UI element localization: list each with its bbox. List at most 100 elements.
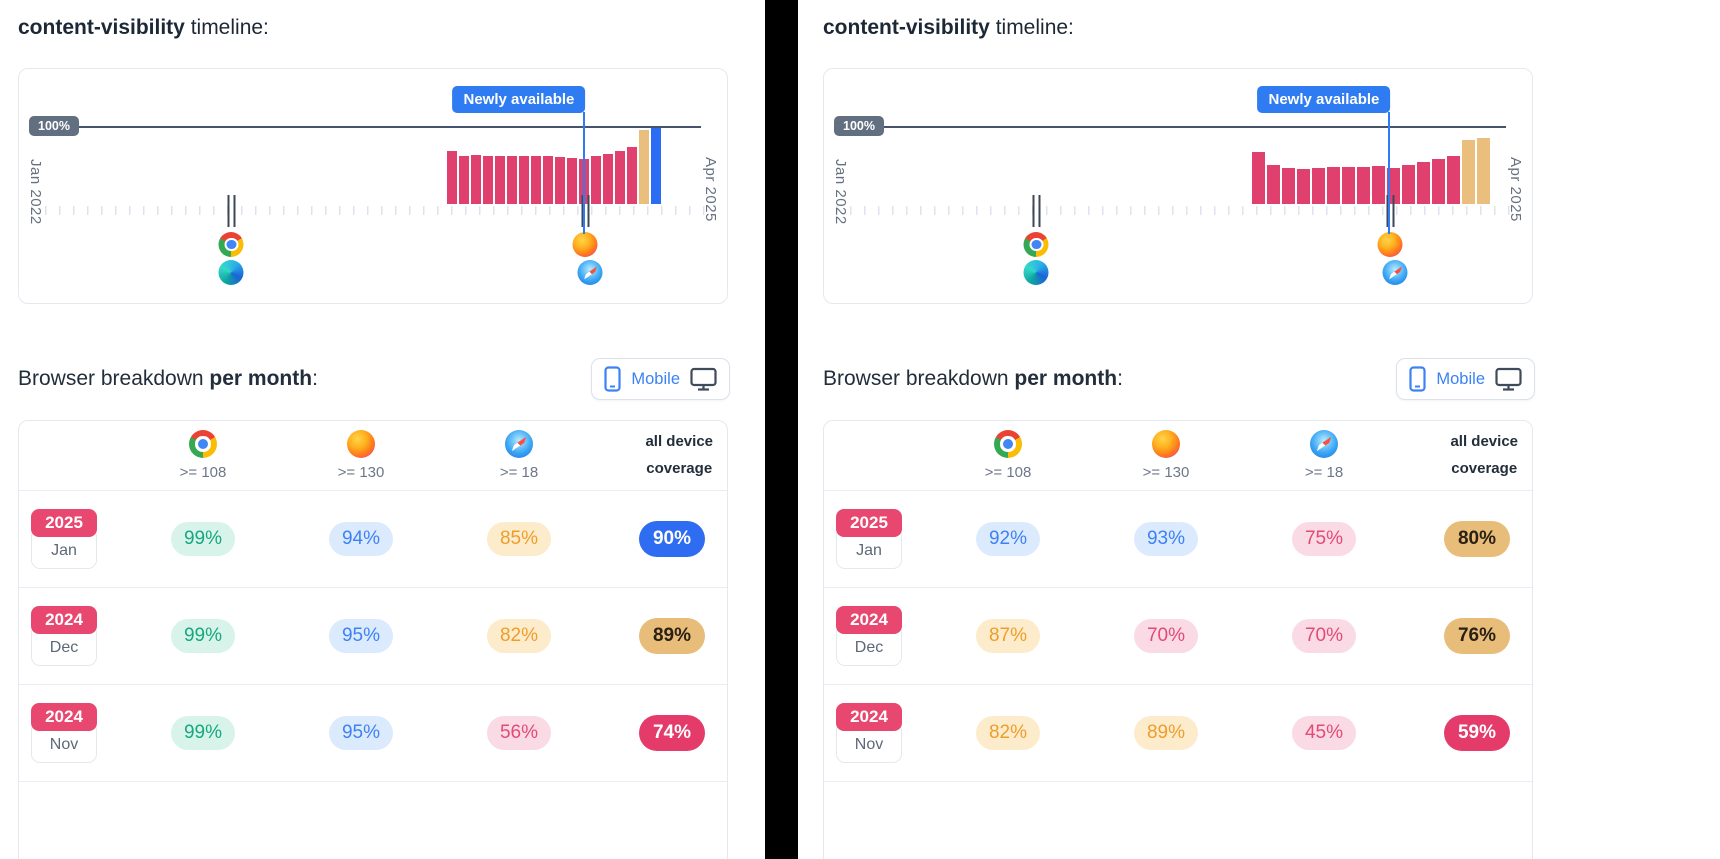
timeline-card: Newly available 100% Jan 2022 Apr 2025 [823, 68, 1533, 304]
month-label: 2024 Nov [19, 703, 124, 763]
safari-column-header: >= 18 [440, 430, 598, 481]
breakdown-title: Browser breakdown per month: [823, 367, 1123, 390]
table-header-row: >= 108 >= 130 >= 18 all device coverage [824, 421, 1532, 491]
month-label: 2025 Jan [19, 509, 124, 569]
axis-end-label: Apr 2025 [1507, 157, 1524, 222]
table-row: 2024 Dec 99% 95% 82% 89% [19, 588, 727, 685]
table-row: 2025 Jan 99% 94% 85% 90% [19, 491, 727, 588]
chrome-support-percent: 99% [170, 619, 236, 653]
firefox-safari-release-marker [572, 195, 603, 285]
year-badge: 2025 [836, 509, 902, 537]
safari-icon [1310, 430, 1338, 458]
mobile-icon[interactable] [1409, 366, 1426, 392]
safari-support-percent: 82% [486, 619, 552, 653]
edge-icon [218, 260, 244, 285]
timeline-bar-pink [591, 156, 602, 204]
timeline-bar-pink [543, 156, 554, 204]
timeline-bar-pink [555, 157, 566, 204]
timeline-bar-pink [1252, 151, 1266, 204]
feature-status-panel: content-visibility timeline: Newly avail… [798, 0, 1720, 859]
timeline-axis-ticks [31, 206, 715, 215]
release-tick-lines [227, 195, 236, 227]
coverage-column-header: all device coverage [1450, 433, 1518, 477]
feature-name: content-visibility [18, 16, 185, 39]
breakdown-title: Browser breakdown per month: [18, 367, 318, 390]
firefox-support-percent: 70% [1133, 619, 1199, 653]
safari-version: >= 18 [1304, 464, 1344, 481]
firefox-version: >= 130 [337, 464, 385, 481]
timeline-bar-pink [1312, 168, 1326, 204]
safari-support-percent: 85% [486, 522, 552, 556]
newly-available-badge: Newly available [452, 86, 586, 113]
month-label: 2024 Nov [824, 703, 929, 763]
feature-status-panel: content-visibility timeline: Newly avail… [0, 0, 765, 859]
timeline-bar-pink [1387, 168, 1401, 204]
chrome-column-header: >= 108 [929, 430, 1087, 481]
newly-available-marker-line [1388, 112, 1391, 234]
firefox-support-percent: 95% [328, 716, 394, 750]
timeline-bar-pink [1402, 165, 1416, 204]
year-badge: 2024 [836, 606, 902, 634]
safari-icon [505, 430, 533, 458]
timeline-bar-blue [651, 127, 662, 204]
safari-support-percent: 45% [1291, 716, 1357, 750]
timeline-bars [1252, 126, 1491, 204]
timeline-bar-pink [603, 154, 614, 204]
safari-support-percent: 56% [486, 716, 552, 750]
year-badge: 2024 [836, 703, 902, 731]
timeline-bar-pink [627, 147, 638, 204]
year-badge: 2024 [31, 703, 97, 731]
timeline-bars [447, 126, 662, 204]
feature-heading-rest: timeline: [989, 16, 1074, 39]
timeline-bar-pink [1297, 168, 1311, 204]
safari-support-percent: 70% [1291, 619, 1357, 653]
release-tick-lines [581, 195, 590, 227]
safari-support-percent: 75% [1291, 522, 1357, 556]
device-toggle[interactable]: Mobile [1396, 358, 1535, 400]
breakdown-header: Browser breakdown per month: Mobile [18, 356, 730, 402]
chrome-icon [1023, 232, 1049, 257]
timeline-bar-pink [519, 155, 530, 204]
safari-column-header: >= 18 [1245, 430, 1403, 481]
coverage-column-header: all device coverage [645, 433, 713, 477]
desktop-icon[interactable] [690, 367, 717, 391]
firefox-icon [1377, 232, 1403, 257]
chrome-support-percent: 99% [170, 716, 236, 750]
safari-version: >= 18 [499, 464, 539, 481]
edge-icon [1023, 260, 1049, 285]
chrome-support-percent: 99% [170, 522, 236, 556]
chrome-edge-release-marker [218, 195, 244, 285]
mobile-toggle-label[interactable]: Mobile [1436, 369, 1485, 388]
chrome-icon [994, 430, 1022, 458]
firefox-support-percent: 94% [328, 522, 394, 556]
device-toggle[interactable]: Mobile [591, 358, 730, 400]
coverage-percent: 90% [638, 521, 705, 557]
firefox-column-header: >= 130 [282, 430, 440, 481]
mobile-icon[interactable] [604, 366, 621, 392]
safari-icon [577, 260, 603, 285]
table-header-row: >= 108 >= 130 >= 18 all device coverage [19, 421, 727, 491]
timeline-bar-pink [1372, 165, 1386, 204]
timeline-bar-pink [1432, 158, 1446, 204]
coverage-percent: 89% [638, 618, 705, 654]
mobile-toggle-label[interactable]: Mobile [631, 369, 680, 388]
month-label: 2025 Jan [824, 509, 929, 569]
firefox-column-header: >= 130 [1087, 430, 1245, 481]
breakdown-header: Browser breakdown per month: Mobile [823, 356, 1535, 402]
chrome-icon [189, 430, 217, 458]
timeline-bar-pink [471, 154, 482, 204]
firefox-support-percent: 93% [1133, 522, 1199, 556]
coverage-percent: 80% [1443, 521, 1510, 557]
chrome-version: >= 108 [984, 464, 1032, 481]
timeline-bar-pink [1417, 161, 1431, 204]
chrome-support-percent: 87% [975, 619, 1041, 653]
firefox-icon [572, 232, 598, 257]
timeline-bar-pink [1342, 166, 1356, 204]
chrome-support-percent: 82% [975, 716, 1041, 750]
page-title: content-visibility timeline: [18, 16, 269, 40]
timeline-bar-tan [1462, 140, 1476, 204]
hundred-percent-label: 100% [834, 116, 884, 136]
desktop-icon[interactable] [1495, 367, 1522, 391]
newly-available-marker-line [583, 112, 586, 234]
firefox-support-percent: 95% [328, 619, 394, 653]
